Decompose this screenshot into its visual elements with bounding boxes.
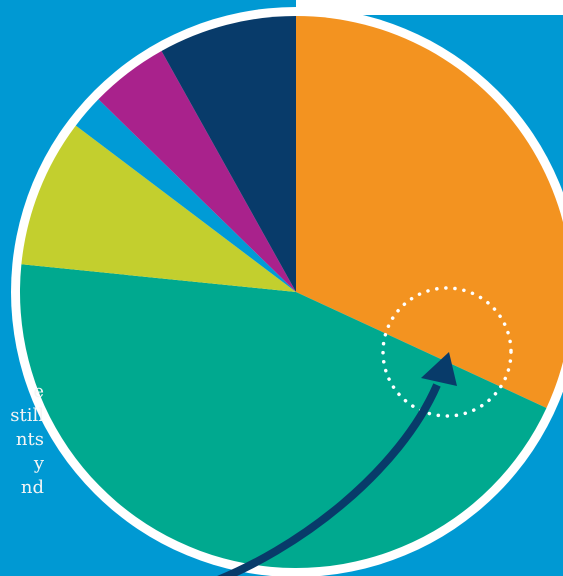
- pie-slice-2: [19, 264, 547, 569]
- pie-slice-3: [21, 125, 296, 292]
- side-text-line: still: [10, 405, 44, 426]
- side-text-line: nd: [20, 477, 44, 498]
- highlight-dotted-circle: [381, 286, 513, 418]
- pie-slice-4: [75, 99, 296, 292]
- side-text-line: nts: [15, 429, 44, 450]
- annotation-arrow-head: [421, 352, 457, 386]
- annotation-arrow: [216, 383, 441, 576]
- side-text-line: y: [33, 453, 44, 474]
- side-text-line: e: [33, 381, 44, 402]
- pie-slice-5: [98, 50, 297, 293]
- top-white-corner: [296, 0, 563, 15]
- side-text-block: e still nts y nd: [0, 380, 44, 500]
- pie-slice-6: [161, 16, 296, 292]
- pie-slices: [19, 16, 563, 569]
